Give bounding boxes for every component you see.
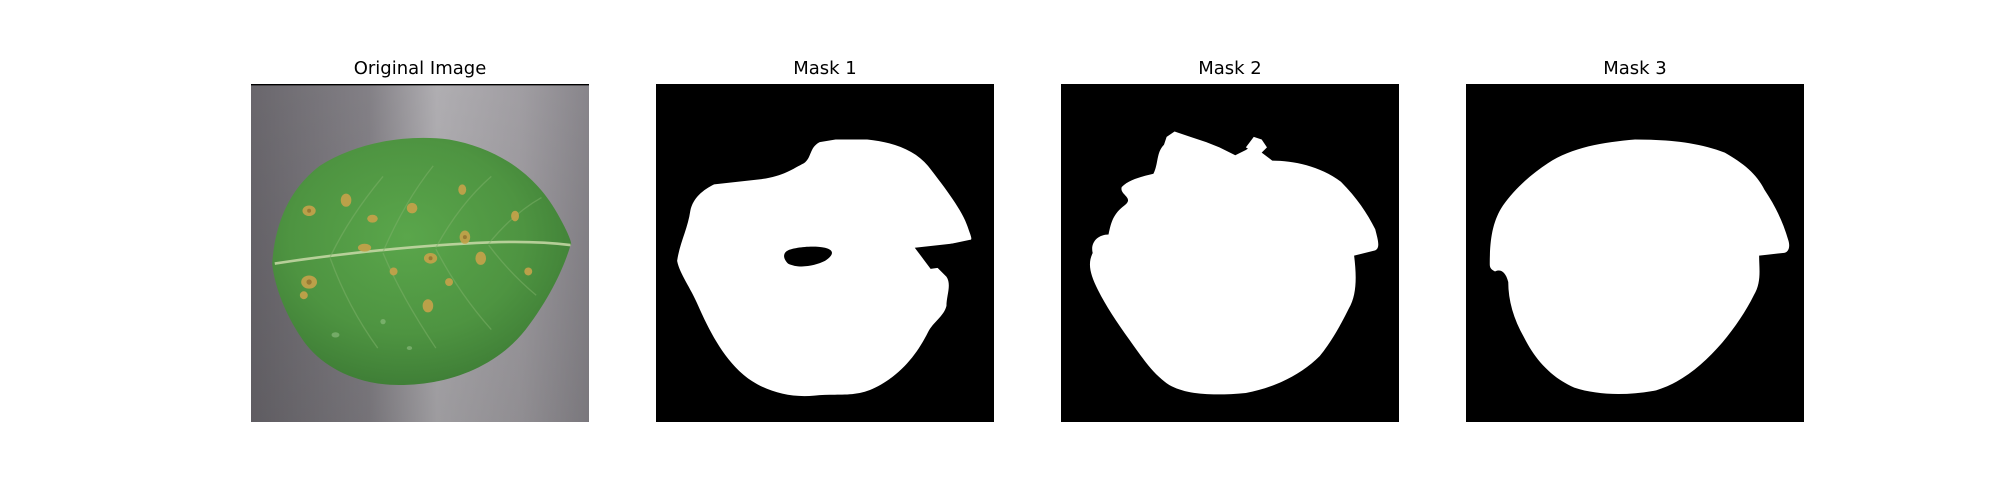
- panel-title: Mask 3: [1603, 58, 1667, 79]
- mask-1-image: [656, 84, 994, 422]
- panel-mask-1: Mask 1: [656, 0, 994, 500]
- panel-mask-2: Mask 2: [1061, 0, 1399, 500]
- panel-original-image: Original Image: [251, 0, 589, 500]
- original-leaf-photo: [251, 84, 589, 422]
- panel-title: Mask 2: [1198, 58, 1262, 79]
- panel-mask-3: Mask 3: [1466, 0, 1804, 500]
- mask-3-image: [1466, 84, 1804, 422]
- panel-title: Original Image: [353, 58, 487, 79]
- panel-title: Mask 1: [793, 58, 857, 79]
- mask-2-image: [1061, 84, 1399, 422]
